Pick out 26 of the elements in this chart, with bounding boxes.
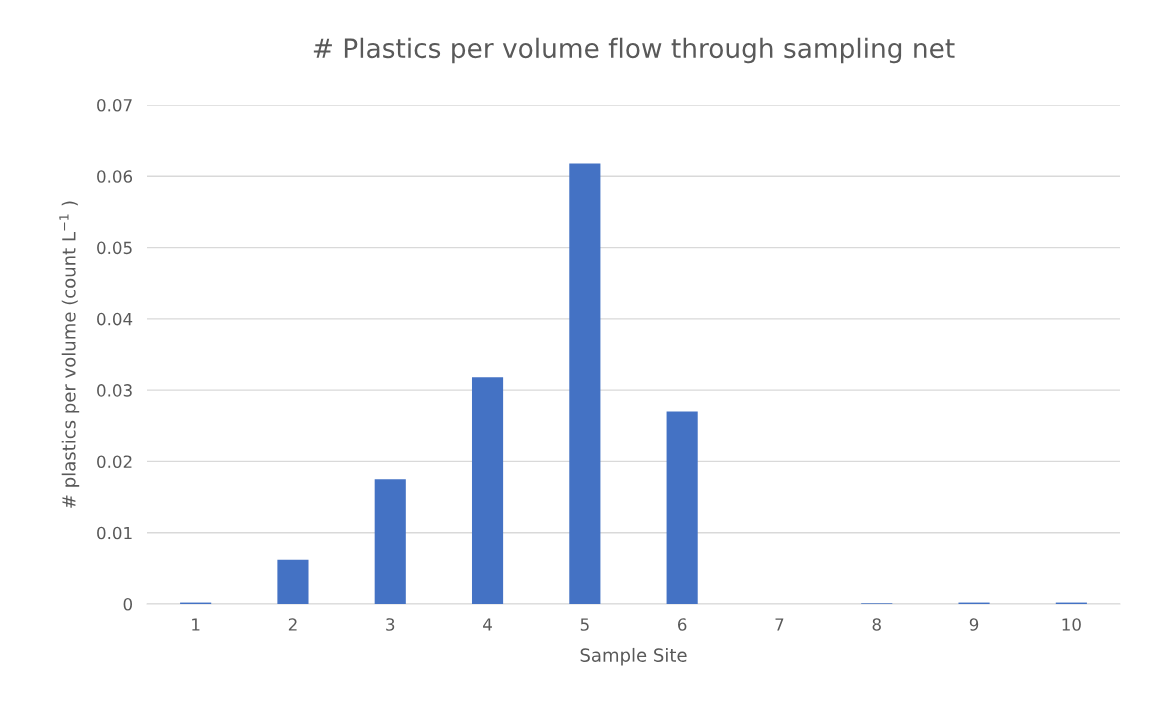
y-axis-title: # plastics per volume (count L$^{−1}$ ): [59, 201, 80, 508]
x-tick-label: 6: [678, 618, 687, 631]
y-tick-label: 0.01: [97, 526, 132, 540]
y-tick-label: 0.04: [97, 312, 133, 326]
x-tick-label: 4: [483, 618, 492, 631]
y-tick-label: 0.02: [97, 455, 132, 468]
y-tick-label: 0.07: [97, 98, 132, 112]
bar: [374, 479, 406, 604]
y-tick-label: 0.06: [97, 170, 133, 183]
y-tick-label: 0.05: [97, 241, 132, 255]
x-axis-title: Sample Site: [580, 647, 687, 666]
bar: [666, 411, 698, 604]
bar: [277, 559, 309, 604]
x-tick-label: 2: [288, 618, 297, 631]
x-tick-label: 9: [969, 618, 979, 631]
bar: [569, 163, 601, 604]
x-tick-label: 7: [775, 618, 784, 631]
bar: [471, 377, 504, 604]
x-tick-label: 3: [386, 618, 395, 631]
chart-title: # Plastics per volume flow through sampling net: [313, 37, 955, 64]
y-tick-label: 0: [123, 597, 132, 611]
x-tick-label: 8: [872, 618, 881, 631]
x-tick-label: 5: [580, 618, 589, 631]
y-tick-label: 0.03: [97, 384, 132, 397]
x-tick-label: 10: [1062, 618, 1081, 631]
x-tick-label: 1: [192, 618, 200, 631]
